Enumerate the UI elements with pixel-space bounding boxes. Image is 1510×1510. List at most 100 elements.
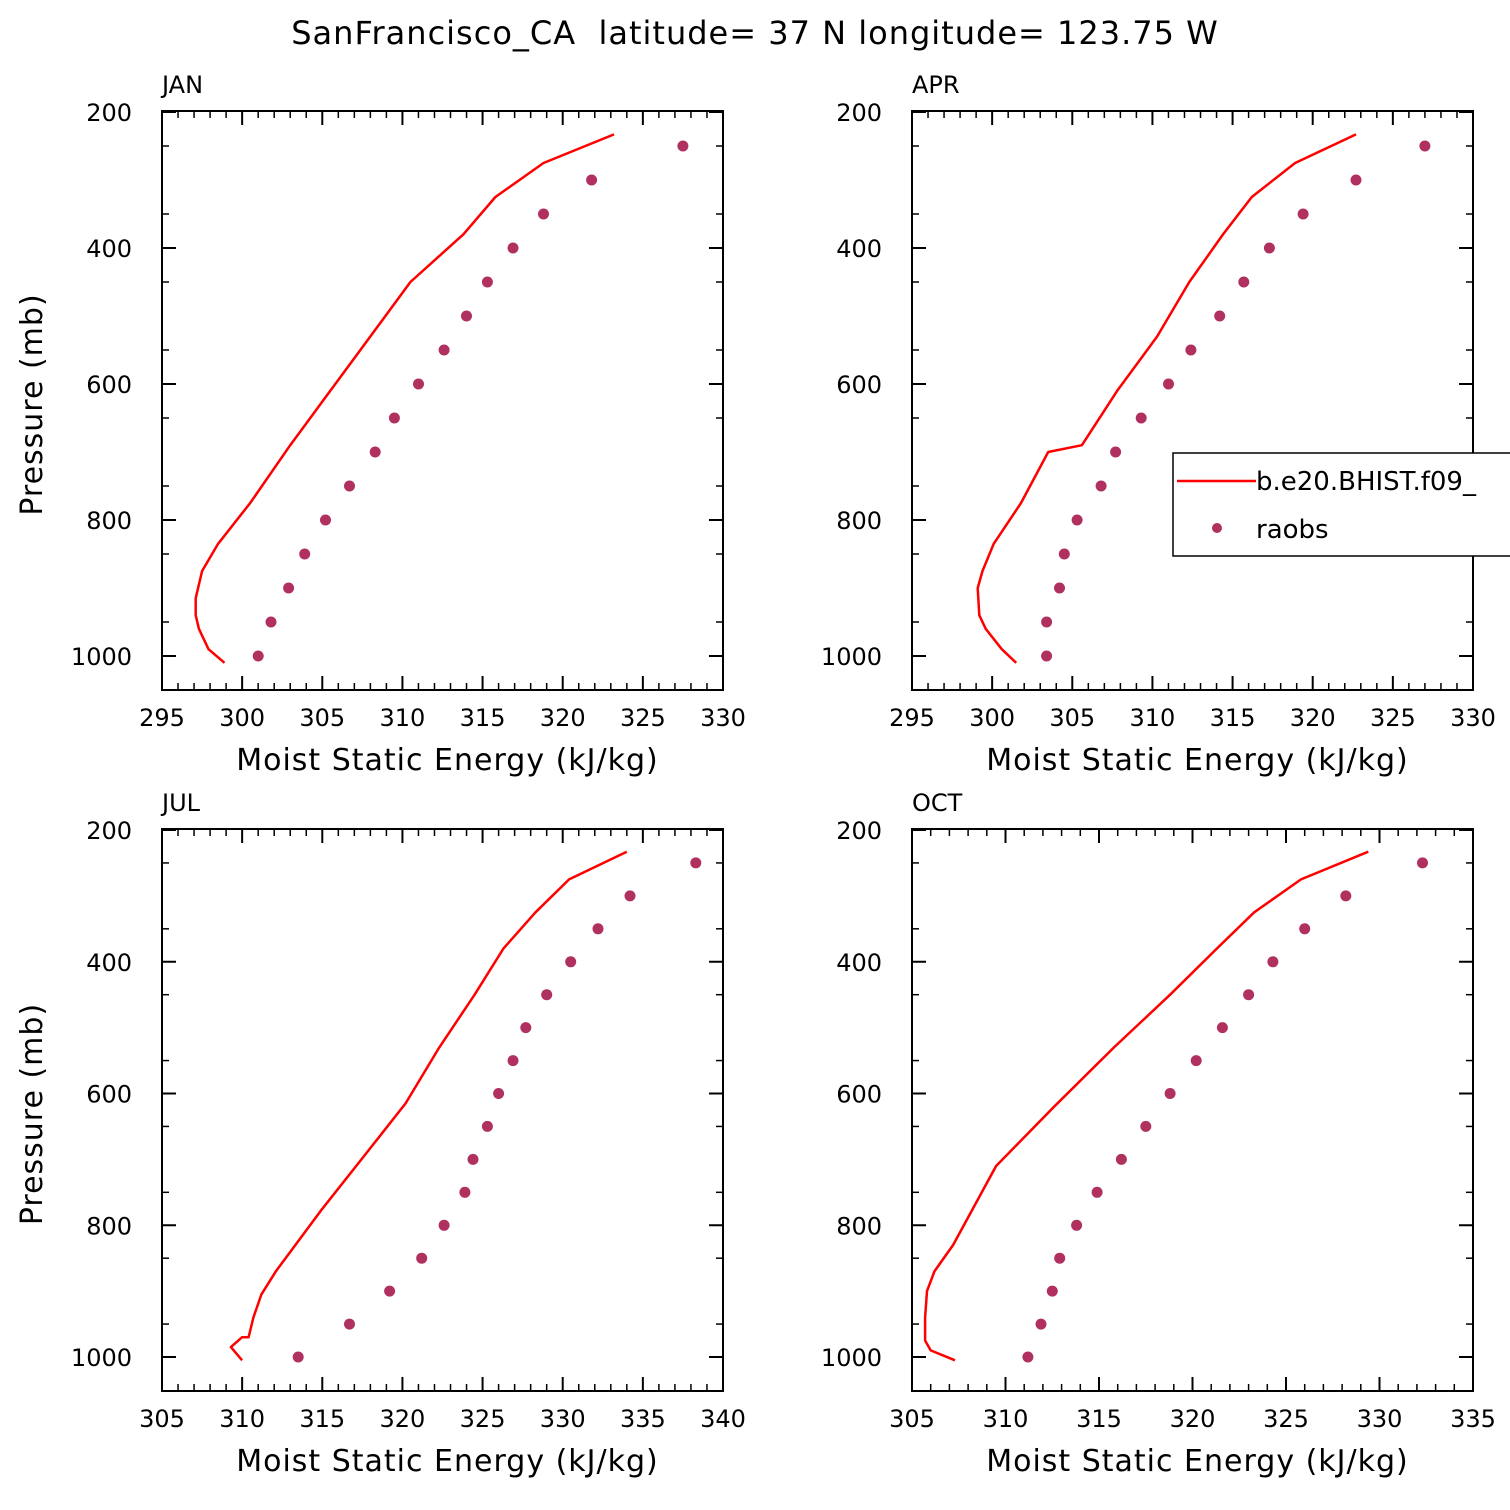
obs-point xyxy=(1267,956,1279,968)
x-tick-label: 300 xyxy=(969,704,1015,732)
y-tick-label: 200 xyxy=(86,817,132,845)
obs-point xyxy=(1299,923,1311,935)
obs-point xyxy=(1297,208,1309,220)
x-tick-label: 335 xyxy=(620,1405,666,1433)
x-tick-label: 315 xyxy=(460,704,506,732)
obs-point xyxy=(1110,446,1122,458)
obs-point xyxy=(1350,174,1362,186)
x-tick-label: 330 xyxy=(540,1405,586,1433)
panel-title: OCT xyxy=(912,789,963,817)
obs-point xyxy=(1071,1219,1083,1231)
obs-point xyxy=(1140,1120,1152,1132)
x-tick-label: 315 xyxy=(1210,704,1256,732)
panel-apr: APR 295 300 305 310 315 320 325 330 200 400 600 800 1… xyxy=(821,71,1496,778)
y-tick-label: 800 xyxy=(836,1212,882,1240)
x-tick-label: 320 xyxy=(1170,1405,1216,1433)
x-tick-label: 300 xyxy=(219,704,265,732)
obs-point xyxy=(538,208,549,220)
obs-point xyxy=(461,310,472,322)
obs-point xyxy=(1041,650,1053,662)
obs-point xyxy=(1041,616,1053,628)
obs-point xyxy=(1115,1153,1127,1165)
obs-point xyxy=(1164,1088,1176,1099)
obs-point xyxy=(1243,989,1255,1001)
obs-point xyxy=(1091,1186,1103,1198)
x-tick-label: 310 xyxy=(1130,704,1176,732)
obs-point xyxy=(1054,582,1065,594)
x-tick-label: 305 xyxy=(1049,704,1095,732)
obs-point xyxy=(690,857,702,869)
x-tick-label: 315 xyxy=(299,1405,345,1433)
plot-frame xyxy=(911,828,1474,1392)
legend-obs-label: raobs xyxy=(1256,515,1329,545)
obs-point xyxy=(1263,242,1275,254)
series-line-b-e20-bhist-f09 xyxy=(194,133,615,664)
y-tick-label: 400 xyxy=(86,235,132,263)
panel-title: APR xyxy=(912,71,960,99)
y-tick-label: 1000 xyxy=(71,1344,132,1372)
obs-point xyxy=(320,514,331,526)
x-tick-label: 320 xyxy=(1290,704,1336,732)
obs-point xyxy=(369,446,381,458)
panels: JAN 295 300 305 310 315 320 325 330 200 400 600 800 1… xyxy=(15,71,1496,1479)
obs-point xyxy=(388,412,400,424)
obs-point xyxy=(1419,140,1431,152)
x-tick-label: 340 xyxy=(700,1405,746,1433)
series-line-b-e20-bhist-f09 xyxy=(976,133,1357,664)
obs-point xyxy=(1035,1318,1047,1330)
obs-point xyxy=(1238,276,1250,288)
obs-point xyxy=(413,378,424,390)
obs-point xyxy=(1022,1351,1034,1363)
obs-point xyxy=(507,1055,519,1067)
x-axis-label: Moist Static Energy (kJ/kg) xyxy=(986,743,1409,778)
obs-point xyxy=(520,1022,532,1034)
obs-point xyxy=(493,1088,505,1099)
obs-point xyxy=(1417,857,1428,869)
figure-title: SanFrancisco_CA latitude= 37 N longitude… xyxy=(291,14,1219,52)
y-tick-label: 200 xyxy=(836,817,882,845)
legend: b.e20.BHIST.f09_ raobs xyxy=(1172,452,1510,557)
obs-point xyxy=(344,1318,355,1330)
obs-point xyxy=(265,616,277,628)
y-tick-label: 600 xyxy=(836,1081,882,1109)
x-tick-label: 310 xyxy=(380,704,426,732)
y-tick-label: 800 xyxy=(86,1212,132,1240)
y-tick-label: 1000 xyxy=(821,643,882,671)
x-tick-label: 320 xyxy=(540,704,586,732)
obs-point xyxy=(677,140,689,152)
plot-frame xyxy=(911,110,1474,691)
x-tick-label: 335 xyxy=(1450,1405,1496,1433)
plot-frame xyxy=(161,828,724,1392)
x-tick-label: 330 xyxy=(700,704,746,732)
x-tick-label: 310 xyxy=(983,1405,1029,1433)
obs-point xyxy=(344,480,355,492)
x-tick-label: 305 xyxy=(299,704,345,732)
obs-point xyxy=(438,1219,450,1231)
x-tick-label: 315 xyxy=(1076,1405,1122,1433)
y-axis-label: Pressure (mb) xyxy=(15,293,50,515)
obs-point xyxy=(541,989,553,1001)
x-axis-label: Moist Static Energy (kJ/kg) xyxy=(986,1444,1409,1479)
panel-oct: OCT 305 310 315 320 325 330 335 200 400 600 800 1000… xyxy=(821,789,1496,1479)
panel-title: JUL xyxy=(160,789,201,817)
y-tick-label: 800 xyxy=(86,507,132,535)
obs-point xyxy=(384,1285,396,1297)
panel-title: JAN xyxy=(160,71,203,99)
obs-point xyxy=(565,956,577,968)
obs-point xyxy=(1046,1285,1058,1297)
x-tick-label: 295 xyxy=(889,704,935,732)
y-tick-label: 600 xyxy=(836,371,882,399)
x-tick-label: 325 xyxy=(1370,704,1416,732)
obs-point xyxy=(467,1153,479,1165)
panel-jan: JAN 295 300 305 310 315 320 325 330 200 400 600 800 1… xyxy=(15,71,746,778)
obs-point xyxy=(1185,344,1197,356)
y-tick-label: 200 xyxy=(86,99,132,127)
x-tick-label: 325 xyxy=(1263,1405,1309,1433)
series-line-b-e20-bhist-f09 xyxy=(229,850,628,1362)
y-tick-label: 1000 xyxy=(71,643,132,671)
obs-point xyxy=(1135,412,1147,424)
obs-point xyxy=(1054,1252,1066,1264)
obs-point xyxy=(586,174,598,186)
x-tick-label: 325 xyxy=(620,704,666,732)
x-axis-label: Moist Static Energy (kJ/kg) xyxy=(236,1444,659,1479)
